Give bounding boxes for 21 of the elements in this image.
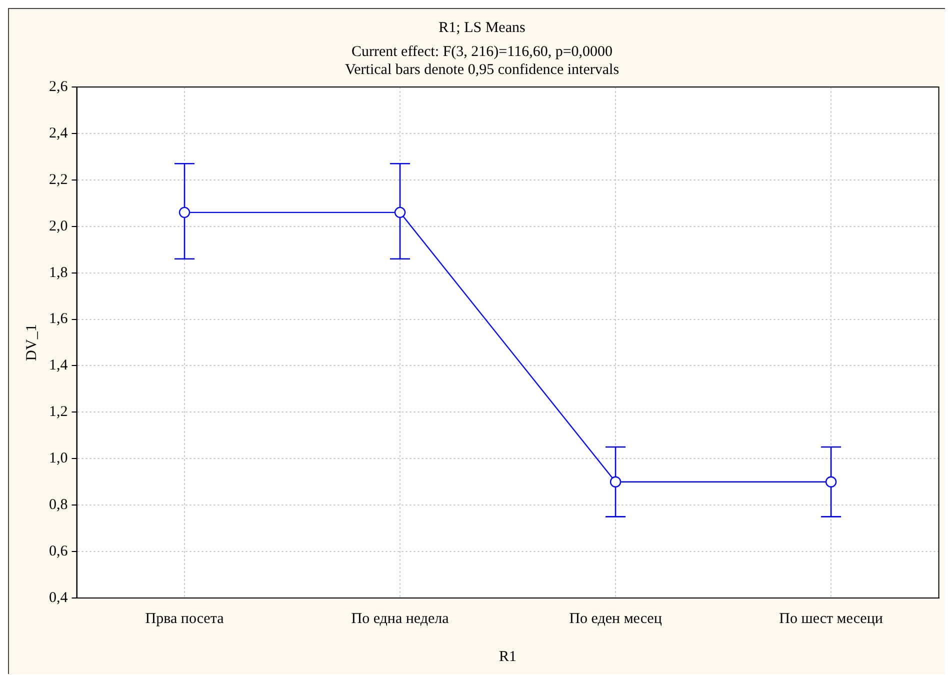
chart-title: R1; LS Means xyxy=(438,20,526,36)
y-tick-label: 2,6 xyxy=(49,78,68,95)
y-tick-label: 2,0 xyxy=(49,218,68,234)
y-tick-label: 0,8 xyxy=(49,497,68,514)
x-axis-title: R1 xyxy=(499,648,517,665)
y-tick-label: 1,6 xyxy=(49,311,68,328)
y-tick-label: 1,2 xyxy=(49,404,68,420)
y-tick-label: 0,6 xyxy=(49,543,68,560)
chart-subtitle: Current effect: F(3, 216)=116,60, p=0,0000 xyxy=(351,44,613,60)
y-tick-label: 2,2 xyxy=(49,172,68,188)
x-tick-label: Прва посета xyxy=(145,610,224,627)
x-tick-label: По една недела xyxy=(351,610,450,627)
y-tick-label: 1,8 xyxy=(49,264,68,281)
text: Vertical bars denote 0,95 confidence intervals xyxy=(344,62,620,78)
y-tick-label: 1,4 xyxy=(49,358,68,374)
y-tick-label: 2,4 xyxy=(49,125,68,142)
y-axis-title: DV_1 xyxy=(24,324,40,361)
y-tick-label: 1,0 xyxy=(49,450,68,467)
x-tick-label: По еден месец xyxy=(569,610,662,627)
y-tick-label: 0,4 xyxy=(49,590,68,606)
x-tick-label: По шест месеци xyxy=(779,610,883,627)
